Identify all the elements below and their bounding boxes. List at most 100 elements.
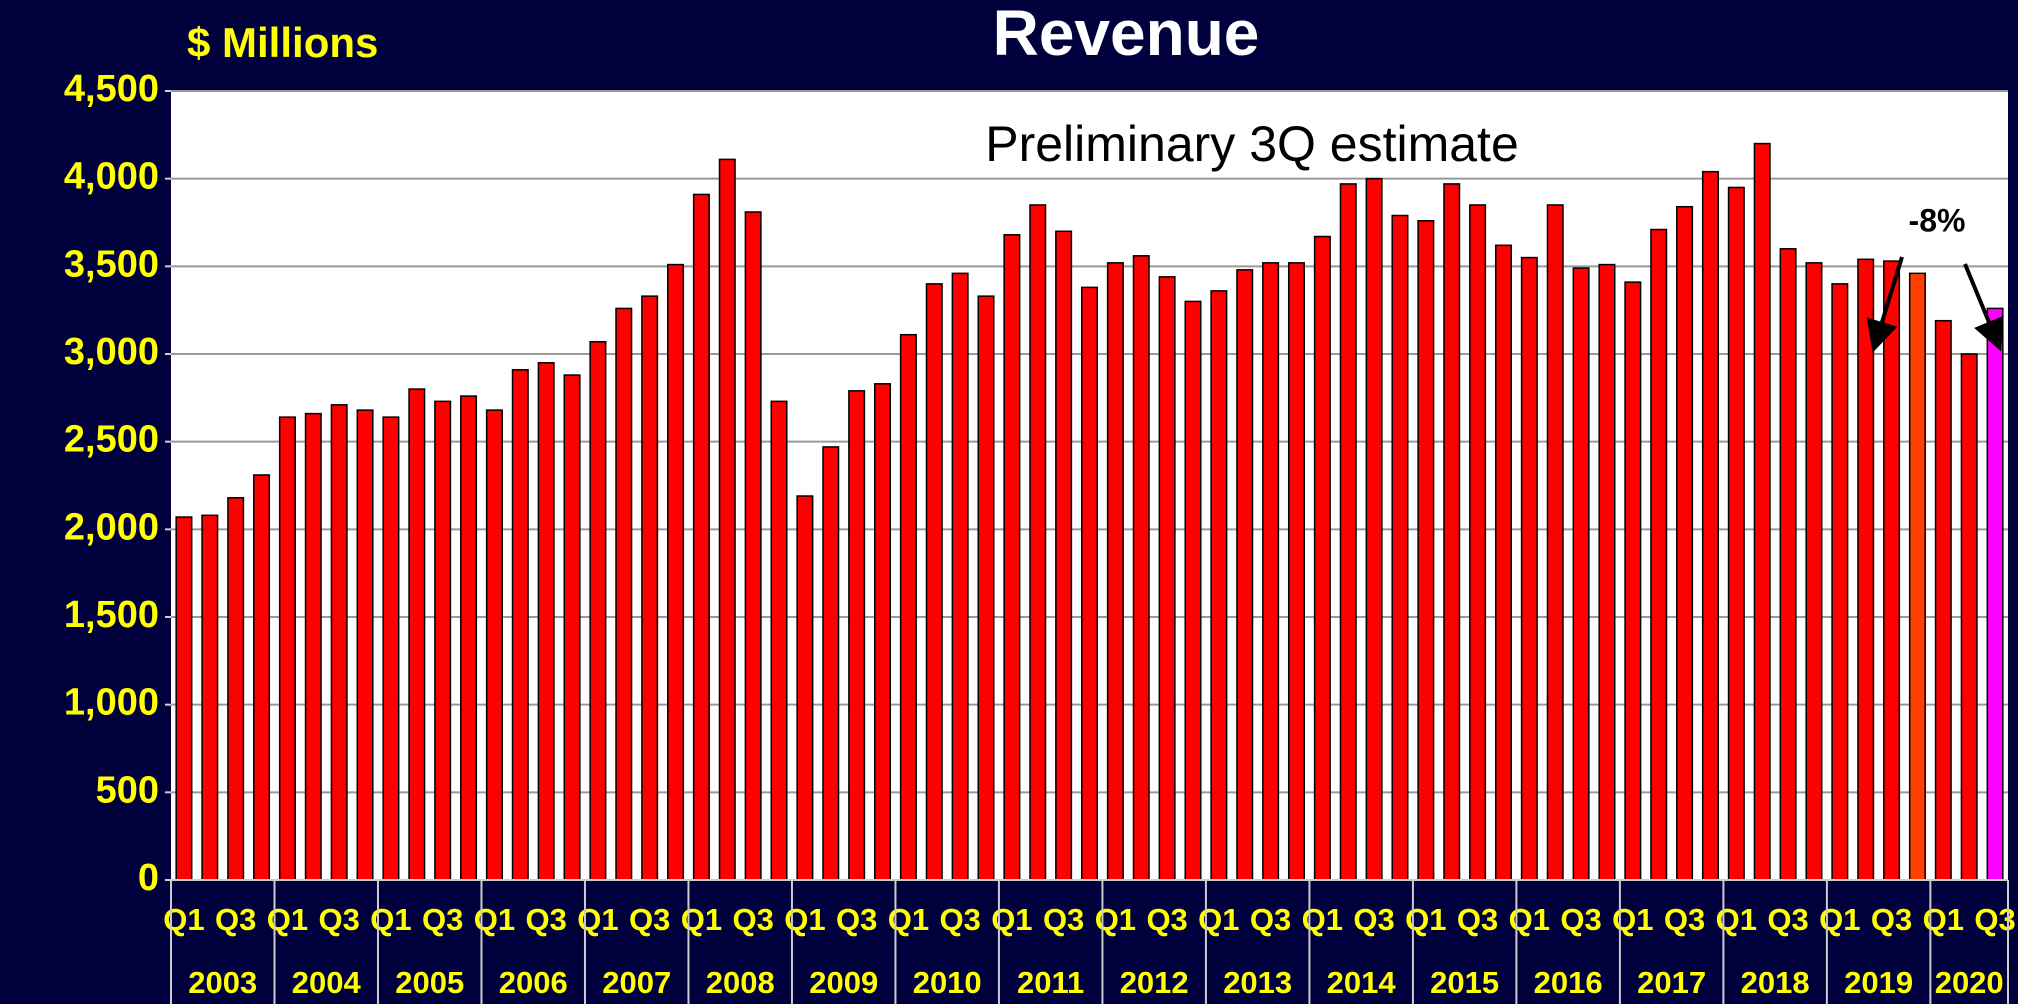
x-tick-label: Q1 — [474, 902, 515, 937]
bar — [1624, 281, 1642, 881]
x-tick-label: Q3 — [1871, 902, 1912, 937]
bar — [382, 416, 400, 881]
bar — [1572, 267, 1590, 881]
bar — [1262, 262, 1280, 881]
bar — [1831, 283, 1849, 881]
bar — [1055, 230, 1073, 881]
x-tick-label: Q3 — [1353, 902, 1394, 937]
chart-title: Revenue — [993, 0, 1260, 69]
y-tick-label: 1,000 — [64, 682, 159, 724]
y-tick-label: 3,500 — [64, 243, 159, 285]
x-group-label: 2014 — [1327, 965, 1397, 1000]
x-tick-label: Q3 — [1457, 902, 1498, 937]
x-tick-label: Q3 — [422, 902, 463, 937]
bar — [537, 362, 555, 881]
bar — [1391, 214, 1409, 881]
bar — [1080, 286, 1099, 881]
x-group-label: 2020 — [1935, 965, 2004, 1000]
bar — [667, 263, 685, 881]
bar — [874, 383, 892, 881]
x-group-label: 2004 — [292, 965, 362, 1000]
x-group-label: 2008 — [706, 965, 775, 1000]
x-tick-label: Q1 — [1819, 902, 1860, 937]
bar — [718, 158, 736, 881]
bar — [1443, 183, 1461, 881]
bar — [692, 193, 710, 881]
x-group-label: 2005 — [395, 965, 464, 1000]
x-tick-label: Q3 — [1664, 902, 1705, 937]
x-tick-label: Q1 — [784, 902, 825, 937]
x-tick-label: Q3 — [732, 902, 773, 937]
x-group-label: 2016 — [1534, 965, 1603, 1000]
bar — [563, 374, 581, 881]
x-tick-label: Q1 — [577, 902, 618, 937]
bar — [1339, 183, 1357, 881]
x-tick-label: Q1 — [681, 902, 722, 937]
bar — [278, 416, 296, 881]
bar — [1598, 263, 1616, 881]
bar — [1805, 262, 1823, 881]
bar — [1184, 300, 1202, 881]
y-tick-label: 2,500 — [64, 419, 159, 461]
x-tick-label: Q1 — [991, 902, 1032, 937]
bar — [1883, 260, 1901, 881]
bar — [822, 446, 840, 881]
bar — [511, 369, 529, 881]
x-tick-label: Q3 — [1146, 902, 1187, 937]
bar — [744, 211, 762, 881]
bar — [175, 516, 193, 881]
x-group-label: 2009 — [809, 965, 878, 1000]
bar — [330, 404, 348, 881]
x-tick-label: Q1 — [1302, 902, 1343, 937]
x-tick-label: Q1 — [1923, 902, 1964, 937]
bar — [1986, 307, 2004, 881]
x-tick-label: Q1 — [1716, 902, 1757, 937]
bar — [1132, 255, 1150, 881]
x-group-label: 2017 — [1637, 965, 1706, 1000]
bar — [1650, 228, 1668, 881]
bar — [1546, 204, 1564, 881]
bar — [1210, 290, 1228, 881]
y-tick-label: 2,000 — [64, 506, 159, 548]
bar — [434, 400, 452, 881]
x-tick-label: Q1 — [267, 902, 308, 937]
bar — [1934, 319, 1952, 881]
x-tick-label: Q1 — [1612, 902, 1653, 937]
bar — [925, 283, 943, 881]
x-group-label: 2012 — [1120, 965, 1189, 1000]
bar — [485, 409, 503, 881]
bar — [1029, 204, 1047, 881]
x-group-label: 2015 — [1430, 965, 1499, 1000]
x-tick-label: Q3 — [1767, 902, 1808, 937]
bar — [1106, 262, 1124, 881]
bar — [227, 497, 245, 881]
y-tick-label: 1,500 — [64, 594, 159, 636]
bar — [1857, 258, 1875, 881]
bar — [951, 272, 969, 881]
bar — [1494, 244, 1512, 881]
arrow — [1963, 263, 2004, 352]
x-tick-label: Q1 — [1198, 902, 1239, 937]
bar — [899, 333, 917, 881]
x-tick-label: Q3 — [318, 902, 359, 937]
x-group-label: 2011 — [1017, 965, 1084, 1000]
x-tick-label: Q3 — [525, 902, 566, 937]
x-tick-label: Q1 — [1405, 902, 1446, 937]
bar — [1676, 205, 1694, 881]
x-tick-label: Q3 — [215, 902, 256, 937]
bar — [408, 388, 426, 881]
bar — [1158, 276, 1176, 881]
bar — [1520, 256, 1538, 881]
bar — [796, 495, 814, 881]
x-group-label: 2010 — [913, 965, 982, 1000]
x-group-label: 2013 — [1223, 965, 1292, 1000]
bar — [1908, 272, 1926, 881]
x-tick-label: Q3 — [1043, 902, 1084, 937]
bar — [589, 340, 607, 881]
bar — [460, 395, 478, 881]
plot: 0 500 1,000 1,500 2,000 2,500 3,000 3,500 4,000 4… — [64, 68, 2016, 1004]
bar — [615, 307, 633, 881]
bar — [641, 295, 659, 881]
bar — [1313, 235, 1331, 881]
